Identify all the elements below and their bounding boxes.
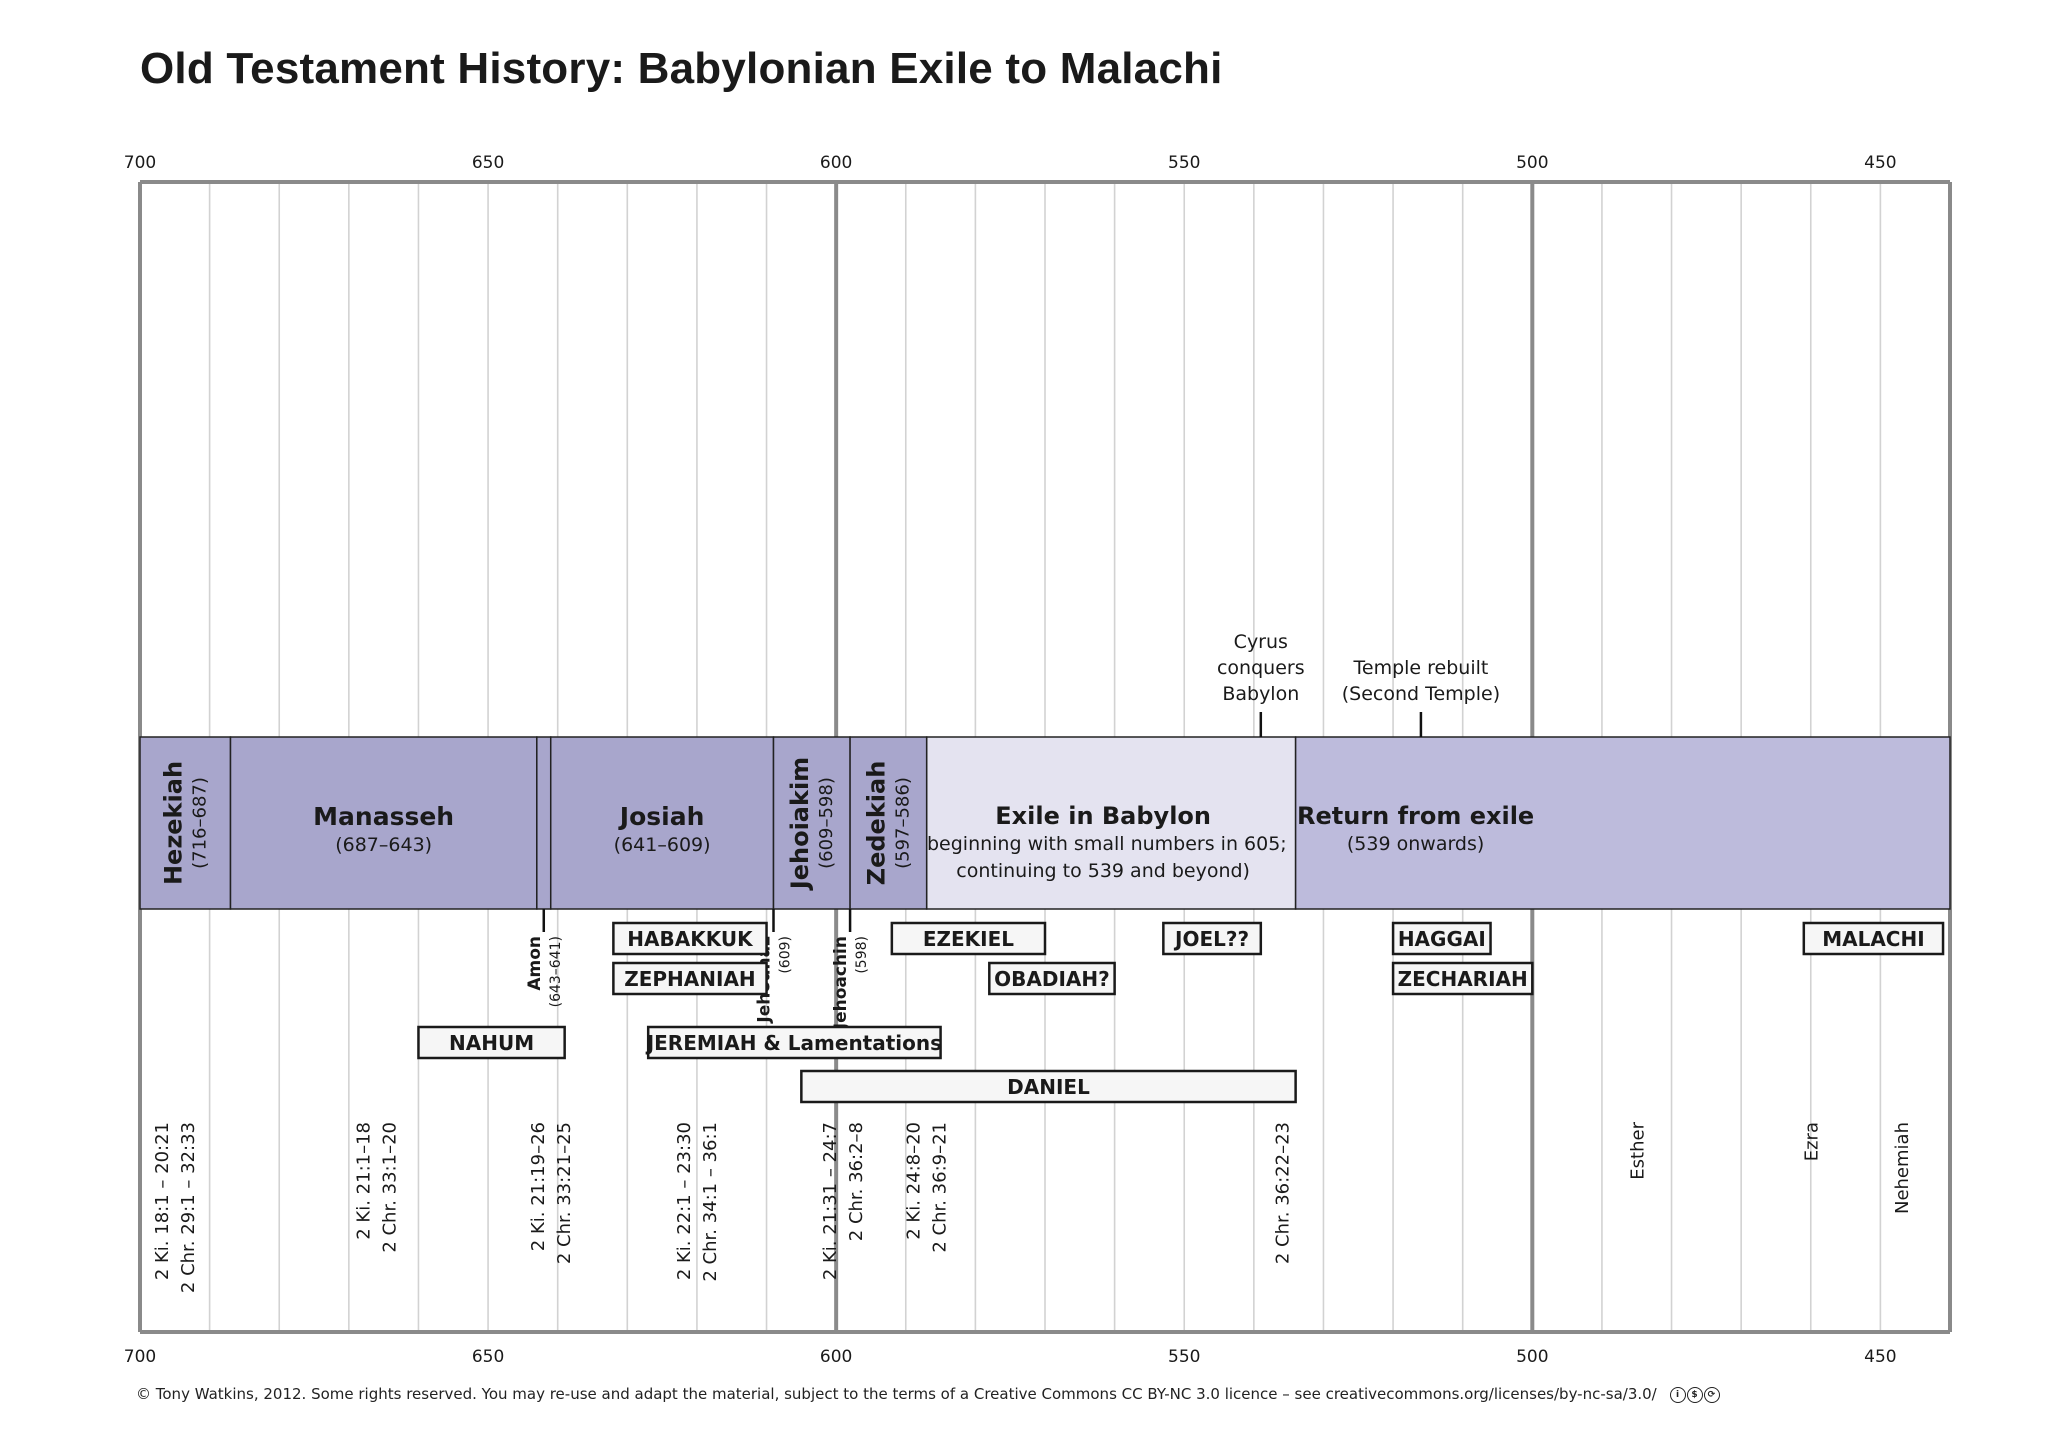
reign-name: Josiah — [618, 802, 705, 831]
scripture-reference: Nehemiah — [1892, 1122, 1913, 1214]
prophet-label: DANIEL — [1007, 1075, 1090, 1099]
scripture-reference: 2 Chr. 33:21–25 — [554, 1122, 575, 1264]
bottom-tick-label: 550 — [1168, 1347, 1200, 1367]
scripture-reference: 2 Chr. 29:1 – 32:33 — [178, 1122, 199, 1293]
reign-dates: (687–643) — [335, 834, 432, 856]
scripture-reference: 2 Ki. 21:19–26 — [528, 1122, 549, 1251]
page-title: Old Testament History: Babylonian Exile … — [140, 44, 1223, 93]
scripture-reference: 2 Ki. 21:1–18 — [354, 1122, 375, 1240]
top-tick-label: 700 — [124, 153, 156, 173]
bottom-tick-label: 450 — [1864, 1347, 1896, 1367]
short-reign-name: Jehoachin — [831, 936, 851, 1030]
top-tick-label: 500 — [1516, 153, 1548, 173]
bottom-tick-label: 600 — [820, 1347, 852, 1367]
prophet-box — [1162, 921, 1263, 956]
bottom-tick-label: 700 — [124, 1347, 156, 1367]
prophet-box — [417, 1025, 566, 1060]
period-note: continuing to 539 and beyond) — [956, 860, 1250, 882]
prophet-label: MALACHI — [1822, 927, 1924, 951]
bottom-tick-label: 650 — [472, 1347, 504, 1367]
event-label: Cyrus — [1234, 631, 1288, 653]
prophet-box — [612, 961, 768, 996]
footer-text: © Tony Watkins, 2012. Some rights reserv… — [136, 1385, 1657, 1403]
event-label: Temple rebuilt — [1353, 657, 1489, 679]
scripture-reference: 2 Ki. 24:8–20 — [904, 1122, 925, 1240]
prophet-label: NAHUM — [449, 1031, 534, 1055]
reign-dates: (609–598) — [816, 777, 837, 869]
prophet-label: ZEPHANIAH — [624, 967, 755, 991]
cc-sa-icon: ⟳ — [1703, 1386, 1720, 1403]
scripture-reference: Ezra — [1802, 1122, 1823, 1161]
bottom-tick-label: 500 — [1516, 1347, 1548, 1367]
cc-license-icons: i $ ⟳ — [1669, 1385, 1721, 1403]
prophet-box — [1391, 961, 1534, 996]
reign-name: Hezekiah — [159, 761, 187, 885]
prophet-box — [612, 921, 768, 956]
scripture-reference: 2 Chr. 36:22–23 — [1273, 1122, 1294, 1264]
reign-name: Zedekiah — [862, 761, 890, 886]
top-tick-label: 650 — [472, 153, 504, 173]
cc-by-icon: i — [1669, 1386, 1686, 1403]
top-tick-label: 600 — [820, 153, 852, 173]
scripture-reference: 2 Ki. 21:31 – 24:7 — [820, 1122, 841, 1280]
short-reign-dates: (609) — [778, 936, 794, 974]
scripture-reference: 2 Ki. 22:1 – 23:30 — [674, 1122, 695, 1280]
period-band-return — [1294, 736, 1951, 910]
prophet-label: EZEKIEL — [923, 927, 1014, 951]
scripture-reference: 2 Chr. 36:9–21 — [930, 1122, 951, 1253]
prophet-box — [1391, 921, 1492, 956]
top-tick-label: 450 — [1864, 153, 1896, 173]
prophet-box — [890, 921, 1047, 956]
scripture-reference: 2 Chr. 34:1 – 36:1 — [700, 1122, 721, 1282]
reign-band — [849, 736, 928, 910]
period-band-exile — [925, 736, 1297, 910]
top-tick-label: 550 — [1168, 153, 1200, 173]
cc-nc-icon: $ — [1686, 1386, 1703, 1403]
period-note: (beginning with small numbers in 605; — [920, 833, 1287, 855]
scripture-reference: 2 Ki. 18:1 – 20:21 — [152, 1122, 173, 1280]
prophet-box — [646, 1025, 942, 1060]
reign-band — [549, 736, 775, 910]
prophet-label: OBADIAH? — [994, 967, 1110, 991]
period-name: Exile in Babylon — [995, 802, 1211, 830]
short-reign-name: Amon — [525, 936, 545, 991]
period-name: Return from exile — [1297, 802, 1534, 830]
scripture-reference: 2 Chr. 36:2–8 — [846, 1122, 867, 1241]
prophet-label: JOEL?? — [1173, 927, 1249, 951]
reign-band — [536, 736, 552, 910]
reign-band — [229, 736, 538, 910]
short-reign-dates: (598) — [854, 936, 870, 974]
reign-band — [139, 736, 232, 910]
reign-dates: (597–586) — [892, 777, 913, 869]
prophet-box — [800, 1069, 1297, 1104]
reign-dates: (641–609) — [614, 834, 711, 856]
prophet-label: HAGGAI — [1398, 927, 1486, 951]
scripture-reference: Esther — [1628, 1121, 1649, 1179]
period-note: (539 onwards) — [1347, 833, 1484, 855]
event-label: (Second Temple) — [1342, 683, 1500, 705]
short-reign-dates: (643–641) — [548, 936, 564, 1007]
license-footer: © Tony Watkins, 2012. Some rights reserv… — [136, 1385, 1721, 1403]
prophet-box — [1802, 921, 1945, 956]
reign-name: Manasseh — [313, 802, 454, 831]
reign-dates: (716–687) — [189, 777, 210, 869]
scripture-reference: 2 Chr. 33:1–20 — [380, 1122, 401, 1253]
prophet-label: HABAKKUK — [627, 927, 754, 951]
event-label: conquers — [1217, 657, 1305, 679]
event-label: Babylon — [1222, 683, 1299, 705]
prophet-label: JEREMIAH & Lamentations — [645, 1031, 942, 1055]
reign-band — [772, 736, 851, 910]
prophet-box — [988, 961, 1116, 996]
prophet-label: ZECHARIAH — [1398, 967, 1528, 991]
reign-name: Jehoiakim — [786, 757, 814, 891]
